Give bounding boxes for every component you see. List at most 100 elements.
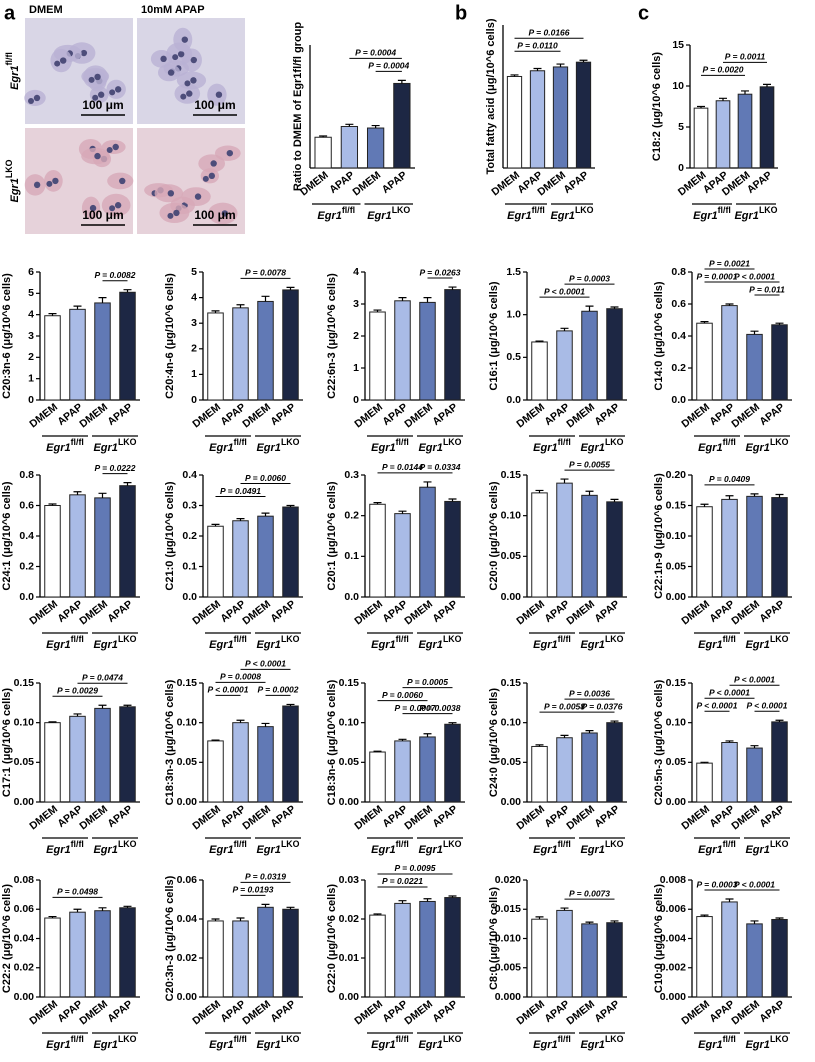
bar bbox=[232, 920, 249, 998]
genotype: fl/fl bbox=[71, 1034, 84, 1044]
x-tick-label: APAP bbox=[757, 803, 787, 830]
genotype: fl/fl bbox=[723, 1034, 736, 1044]
bar bbox=[771, 918, 788, 998]
genotype: fl/fl bbox=[558, 1034, 571, 1044]
genotype-label: Egr1fl/fl bbox=[533, 437, 571, 454]
genotype: LKO bbox=[605, 437, 624, 447]
y-tick-label: 0.05 bbox=[666, 756, 687, 768]
bar bbox=[444, 897, 461, 998]
genotype-label: Egr1LKO bbox=[93, 839, 136, 856]
bar bbox=[419, 900, 436, 998]
genotype: LKO bbox=[575, 205, 594, 215]
panel-letter: a bbox=[4, 2, 16, 24]
y-axis-label: C18:3n-6 (μg/10^6 cells) bbox=[326, 679, 338, 805]
error-bar bbox=[585, 730, 594, 733]
error-bar bbox=[725, 740, 734, 743]
genotype-label: Egr1LKO bbox=[580, 634, 623, 651]
p-value: P = 0.0038 bbox=[419, 703, 460, 713]
error-bar bbox=[535, 916, 544, 920]
bar bbox=[444, 500, 461, 598]
y-tick-label: 3 bbox=[191, 317, 197, 329]
bar bbox=[771, 497, 788, 598]
x-tick-label: APAP bbox=[561, 169, 591, 196]
bar bbox=[369, 503, 386, 598]
y-tick-label: 0.4 bbox=[671, 330, 686, 342]
genotype-label: Egr1fl/fl bbox=[4, 52, 21, 90]
p-value: P = 0.0376 bbox=[581, 701, 622, 711]
p-value: P < 0.0001 bbox=[696, 701, 737, 711]
error-bar bbox=[319, 135, 328, 138]
error-bar bbox=[373, 750, 382, 753]
y-tick-label: 0.00 bbox=[177, 796, 198, 808]
gene-name: Egr1 bbox=[533, 844, 557, 856]
nucleus bbox=[181, 36, 188, 43]
genotype-label: Egr1LKO bbox=[550, 205, 593, 222]
bar bbox=[746, 747, 763, 803]
gene-name: Egr1 bbox=[371, 639, 395, 651]
y-tick-label: 0.10 bbox=[666, 716, 687, 728]
genotype: LKO bbox=[443, 634, 462, 644]
p-value: P = 0.0491 bbox=[220, 486, 261, 496]
x-tick-label: APAP bbox=[745, 169, 775, 196]
y-axis-label: C17:1 (μg/10^6 cells) bbox=[1, 688, 13, 797]
x-tick-label: DMEM bbox=[351, 169, 384, 198]
y-tick-label: 0.2 bbox=[19, 560, 34, 572]
x-tick-label: DMEM bbox=[402, 998, 435, 1027]
bar bbox=[282, 908, 299, 998]
nucleus bbox=[190, 56, 197, 64]
gene-name: Egr1 bbox=[693, 210, 717, 222]
y-tick-label: 0.15 bbox=[666, 677, 687, 689]
bar bbox=[119, 485, 136, 598]
bar bbox=[444, 723, 461, 803]
bar bbox=[721, 498, 738, 598]
bar bbox=[721, 742, 738, 803]
y-tick-label: 0.15 bbox=[339, 677, 360, 689]
genotype: LKO bbox=[605, 634, 624, 644]
bar bbox=[696, 506, 713, 598]
bar bbox=[369, 311, 386, 401]
error-bar bbox=[211, 739, 220, 741]
genotype-label: Egr1fl/fl bbox=[698, 1034, 736, 1051]
p-value: P = 0.0005 bbox=[407, 677, 448, 687]
error-bar bbox=[286, 906, 295, 910]
gene-name: Egr1 bbox=[507, 210, 531, 222]
error-bar bbox=[448, 498, 457, 502]
genotype: fl/fl bbox=[723, 634, 736, 644]
y-tick-label: 0.1 bbox=[344, 550, 359, 562]
genotype-label: Egr1LKO bbox=[734, 205, 777, 222]
genotype-label: Egr1LKO bbox=[418, 437, 461, 454]
bar bbox=[529, 70, 546, 169]
p-value: P = 0.0007 bbox=[394, 703, 436, 713]
y-tick-label: 0.15 bbox=[177, 677, 198, 689]
nucleus bbox=[80, 49, 88, 57]
gene-name: Egr1 bbox=[533, 639, 557, 651]
y-tick-label: 0.00 bbox=[177, 991, 198, 1003]
bar bbox=[746, 923, 763, 998]
bar bbox=[531, 745, 548, 803]
gene-name: Egr1 bbox=[209, 442, 233, 454]
x-tick-label: APAP bbox=[592, 803, 622, 830]
error-bar bbox=[48, 313, 57, 316]
x-tick-label: DMEM bbox=[564, 401, 597, 430]
x-tick-label: DMEM bbox=[729, 598, 762, 627]
gene-name: Egr1 bbox=[550, 210, 574, 222]
y-tick-label: 0.20 bbox=[666, 469, 687, 481]
y-tick-label: 0.3 bbox=[344, 469, 359, 481]
error-bar bbox=[211, 310, 220, 313]
y-tick-label: 0.05 bbox=[14, 756, 35, 768]
error-bar bbox=[123, 704, 132, 707]
gene-name: Egr1 bbox=[745, 442, 769, 454]
genotype-label: Egr1fl/fl bbox=[371, 634, 409, 651]
error-bar bbox=[98, 492, 107, 498]
y-tick-label: 5 bbox=[191, 266, 197, 278]
x-tick-label: APAP bbox=[105, 401, 135, 428]
error-bar bbox=[533, 67, 542, 71]
x-tick-label: DMEM bbox=[77, 998, 110, 1027]
p-value: P = 0.0078 bbox=[245, 268, 286, 278]
x-tick-label: DMEM bbox=[564, 598, 597, 627]
genotype-label: Egr1fl/fl bbox=[371, 839, 409, 856]
error-bar bbox=[236, 917, 245, 921]
y-tick-label: 0.0 bbox=[344, 591, 359, 603]
genotype-label: Egr1LKO bbox=[745, 634, 788, 651]
y-tick-label: 0.02 bbox=[339, 913, 360, 925]
